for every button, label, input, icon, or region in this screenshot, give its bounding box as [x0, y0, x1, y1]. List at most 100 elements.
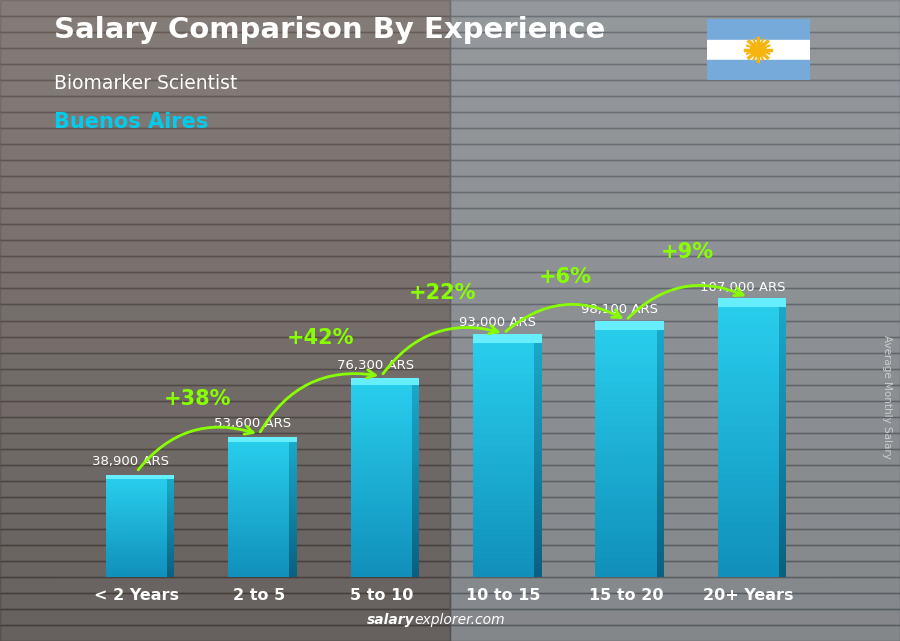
Bar — [718, 556, 779, 563]
Bar — [167, 497, 175, 499]
Bar — [535, 517, 542, 523]
Bar — [290, 488, 297, 491]
Bar — [167, 522, 175, 524]
Bar — [657, 508, 664, 514]
Bar — [473, 481, 535, 487]
Bar — [779, 392, 787, 399]
Bar — [229, 519, 290, 522]
Bar — [0, 48, 450, 64]
Bar — [657, 382, 664, 388]
Bar — [412, 533, 419, 538]
Bar — [412, 557, 419, 562]
Bar — [779, 405, 787, 412]
Bar — [106, 522, 167, 524]
Bar — [229, 529, 290, 532]
Bar — [412, 518, 419, 523]
Bar — [706, 60, 810, 80]
Bar — [450, 16, 900, 32]
Bar — [450, 593, 900, 609]
Bar — [779, 351, 787, 358]
Bar — [596, 514, 657, 520]
Bar — [290, 498, 297, 501]
Bar — [718, 303, 779, 310]
Bar — [718, 337, 779, 344]
Bar — [657, 401, 664, 407]
Bar — [412, 489, 419, 494]
Bar — [718, 297, 787, 308]
Bar — [535, 356, 542, 362]
Bar — [167, 564, 175, 567]
Bar — [290, 467, 297, 470]
Bar — [167, 482, 175, 485]
Bar — [779, 453, 787, 460]
Bar — [412, 523, 419, 528]
Bar — [450, 80, 900, 96]
Bar — [718, 446, 779, 453]
Bar — [351, 454, 412, 460]
Bar — [290, 477, 297, 481]
Bar — [596, 331, 657, 338]
Bar — [0, 385, 450, 401]
Bar — [229, 453, 290, 456]
Bar — [779, 467, 787, 474]
Bar — [351, 513, 412, 518]
Bar — [351, 523, 412, 528]
Bar — [106, 564, 167, 567]
Bar — [779, 440, 787, 447]
Bar — [229, 477, 290, 481]
Bar — [473, 517, 535, 523]
Bar — [412, 391, 419, 396]
Bar — [718, 529, 779, 536]
Bar — [106, 490, 167, 492]
Bar — [167, 495, 175, 497]
Bar — [779, 536, 787, 542]
Bar — [718, 330, 779, 337]
Bar — [351, 391, 412, 396]
Bar — [473, 505, 535, 512]
Bar — [535, 499, 542, 505]
Bar — [473, 344, 535, 351]
Bar — [290, 481, 297, 484]
Bar — [167, 499, 175, 502]
Bar — [106, 512, 167, 515]
Bar — [106, 487, 167, 490]
Bar — [167, 552, 175, 554]
Bar — [106, 569, 167, 572]
Bar — [535, 541, 542, 547]
Bar — [106, 557, 167, 560]
Bar — [290, 460, 297, 463]
Bar — [412, 562, 419, 567]
Bar — [229, 570, 290, 574]
Text: salary: salary — [366, 613, 414, 627]
Bar — [106, 497, 167, 499]
Bar — [167, 529, 175, 532]
Bar — [657, 495, 664, 501]
Bar — [779, 460, 787, 467]
Text: 53,600 ARS: 53,600 ARS — [214, 417, 292, 431]
Bar — [450, 96, 900, 112]
Bar — [657, 351, 664, 357]
Bar — [106, 549, 167, 552]
Bar — [535, 458, 542, 463]
Bar — [718, 412, 779, 419]
Bar — [229, 542, 290, 546]
Bar — [351, 499, 412, 504]
Bar — [106, 502, 167, 504]
Bar — [106, 479, 167, 482]
Bar — [167, 572, 175, 574]
Bar — [450, 64, 900, 80]
Bar — [229, 522, 290, 526]
Bar — [106, 554, 167, 557]
Bar — [473, 553, 535, 559]
Bar — [351, 449, 412, 454]
Bar — [779, 344, 787, 351]
Bar — [351, 386, 412, 391]
Bar — [535, 362, 542, 368]
Bar — [412, 474, 419, 479]
Bar — [779, 549, 787, 556]
Bar — [718, 549, 779, 556]
Bar — [450, 304, 900, 320]
Bar — [412, 479, 419, 484]
Bar — [106, 574, 167, 577]
Bar — [450, 465, 900, 481]
